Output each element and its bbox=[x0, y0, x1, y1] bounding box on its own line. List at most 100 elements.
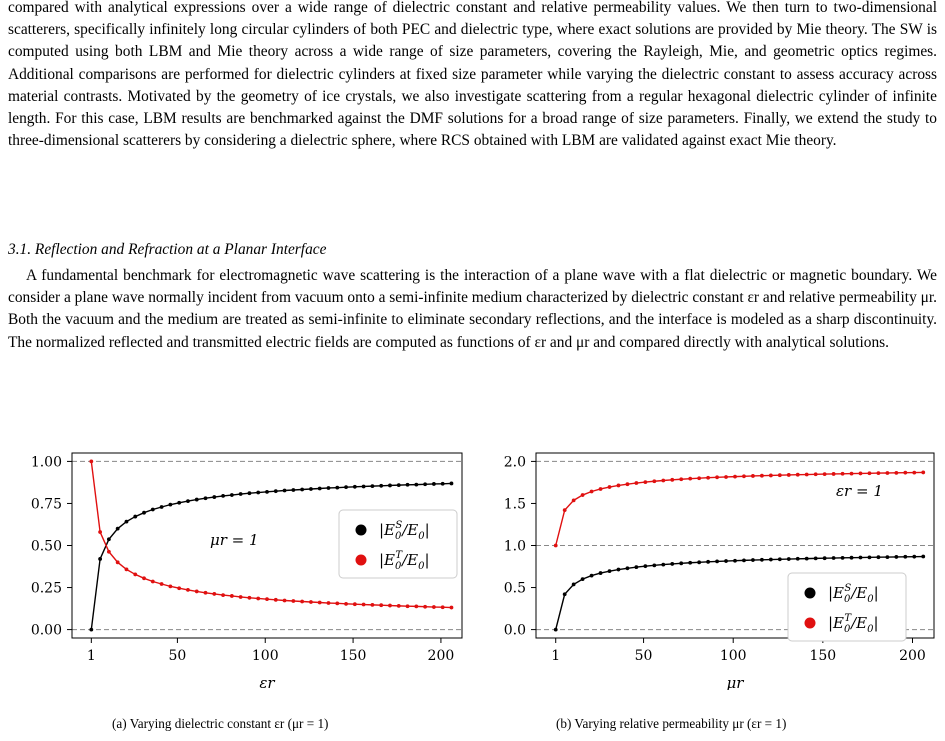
section-paragraph: A fundamental benchmark for electromagne… bbox=[8, 267, 937, 351]
data-point bbox=[423, 482, 428, 487]
data-point bbox=[115, 560, 120, 565]
data-point bbox=[571, 498, 576, 503]
data-point bbox=[903, 470, 908, 475]
data-point bbox=[580, 577, 585, 582]
data-point bbox=[309, 600, 313, 604]
data-point bbox=[706, 475, 711, 480]
data-point bbox=[643, 480, 648, 484]
y-tick-label: 0.75 bbox=[31, 496, 62, 512]
data-point bbox=[634, 565, 639, 570]
data-point bbox=[370, 484, 375, 489]
caption-b: (b) Varying relative permeability μr (εr… bbox=[556, 716, 787, 731]
data-point bbox=[616, 567, 621, 572]
data-point bbox=[813, 472, 818, 477]
legend-box bbox=[338, 509, 458, 579]
data-point bbox=[414, 604, 419, 609]
x-tick-label: 100 bbox=[720, 648, 747, 664]
data-point bbox=[177, 500, 182, 505]
data-point bbox=[831, 556, 836, 560]
data-point bbox=[724, 559, 728, 563]
data-point bbox=[679, 561, 684, 566]
data-point bbox=[876, 471, 881, 475]
data-point bbox=[795, 556, 800, 561]
legend-box bbox=[787, 572, 907, 642]
data-point bbox=[282, 488, 287, 493]
data-point bbox=[142, 576, 146, 581]
data-point bbox=[414, 482, 419, 487]
data-point bbox=[894, 555, 899, 559]
y-tick-label: 0.50 bbox=[31, 539, 62, 555]
data-point bbox=[553, 543, 558, 548]
data-point bbox=[335, 601, 340, 606]
data-point bbox=[159, 505, 164, 509]
caption-a: (a) Varying dielectric constant εr (μr =… bbox=[112, 716, 329, 731]
legend-label: |E0T/E0| bbox=[379, 550, 430, 572]
legend-marker bbox=[804, 587, 816, 599]
data-point bbox=[265, 597, 269, 602]
data-point bbox=[405, 482, 410, 487]
y-tick-label: 0.0 bbox=[504, 623, 526, 639]
data-point bbox=[867, 471, 872, 476]
data-point bbox=[912, 470, 917, 475]
data-point bbox=[840, 471, 845, 476]
data-point bbox=[912, 554, 917, 559]
y-tick-label: 0.00 bbox=[31, 623, 62, 639]
data-point bbox=[831, 472, 836, 476]
data-point bbox=[885, 555, 890, 560]
data-point bbox=[168, 502, 173, 507]
data-point bbox=[229, 493, 234, 497]
legend-marker bbox=[355, 554, 367, 566]
x-axis-label: μr bbox=[727, 674, 745, 690]
data-point bbox=[194, 589, 199, 594]
data-point bbox=[440, 481, 445, 486]
y-tick-label: 1.00 bbox=[31, 454, 62, 470]
data-point bbox=[344, 485, 348, 490]
data-point bbox=[273, 597, 278, 602]
data-point bbox=[795, 472, 800, 477]
data-point bbox=[679, 477, 684, 482]
legend-marker bbox=[355, 524, 367, 536]
data-point bbox=[388, 483, 392, 488]
data-point bbox=[822, 556, 827, 561]
x-tick-label: 150 bbox=[809, 648, 836, 664]
data-point bbox=[553, 627, 558, 632]
y-tick-label: 1.0 bbox=[504, 539, 526, 555]
data-point bbox=[440, 605, 445, 610]
data-point bbox=[733, 474, 737, 479]
data-point bbox=[903, 554, 908, 559]
data-point bbox=[759, 557, 764, 562]
data-point bbox=[238, 492, 243, 496]
data-point bbox=[562, 508, 567, 513]
data-point bbox=[159, 582, 164, 586]
data-point bbox=[733, 558, 737, 563]
data-point bbox=[212, 592, 217, 596]
section-heading: 3.1. Reflection and Refraction at a Plan… bbox=[8, 241, 327, 258]
legend: |E0S/E0| |E0T/E0| bbox=[338, 509, 458, 579]
x-axis-label: εr bbox=[259, 674, 275, 690]
data-point bbox=[388, 603, 392, 608]
data-point bbox=[697, 560, 702, 565]
data-point bbox=[751, 474, 755, 478]
data-point bbox=[822, 472, 827, 477]
data-point bbox=[98, 530, 103, 534]
data-point bbox=[309, 487, 313, 491]
data-point bbox=[379, 603, 384, 608]
data-point bbox=[203, 496, 208, 501]
data-point bbox=[361, 602, 366, 607]
data-point bbox=[688, 476, 693, 481]
data-point bbox=[124, 519, 129, 524]
data-point bbox=[759, 473, 764, 478]
data-point bbox=[449, 481, 454, 486]
data-point bbox=[186, 499, 190, 503]
data-point bbox=[742, 558, 746, 563]
data-point bbox=[768, 557, 773, 562]
data-point bbox=[589, 573, 594, 578]
data-point bbox=[379, 483, 384, 488]
data-point bbox=[867, 555, 872, 560]
x-tick-label: 50 bbox=[635, 648, 653, 664]
data-point bbox=[229, 594, 234, 598]
y-tick-label: 2.0 bbox=[504, 454, 526, 470]
data-point bbox=[571, 582, 576, 587]
